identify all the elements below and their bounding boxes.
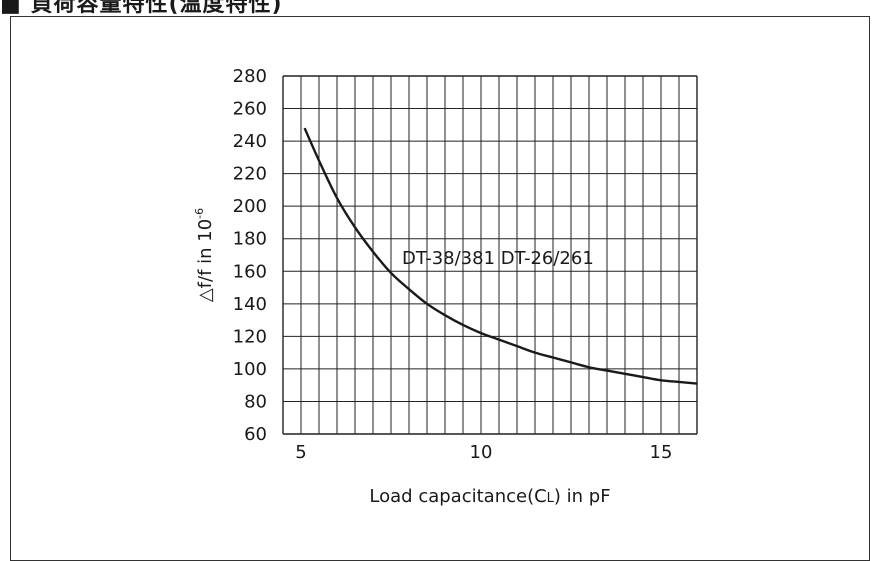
y-axis-title-main: △f/f in 10: [195, 219, 216, 302]
y-tick-label: 280: [233, 66, 267, 87]
y-tick-label: 220: [233, 164, 267, 185]
x-tick-label: 10: [470, 442, 493, 463]
page-heading: ■ 負荷容量特性(温度特性): [0, 0, 283, 17]
series-label: DT-38/381 DT-26/261: [402, 248, 594, 269]
y-tick-label: 100: [233, 359, 267, 380]
x-tick-label: 5: [295, 442, 306, 463]
y-tick-label: 200: [233, 196, 267, 217]
tick-labels: 60 80 100 120 140 160 180 200 220 240 260 280 5 10 15: [233, 66, 673, 463]
x-tick-label: 15: [650, 442, 673, 463]
x-axis-title: Load capacitance(CL) in pF: [369, 486, 610, 507]
y-tick-label: 160: [233, 261, 267, 282]
y-tick-label: 180: [233, 229, 267, 250]
x-axis-title-sub: L: [547, 491, 555, 506]
y-tick-label: 60: [244, 424, 267, 445]
y-axis-title: △f/f in 10-6: [193, 208, 216, 302]
x-axis-title-main: Load capacitance(C: [369, 486, 546, 507]
y-tick-label: 140: [233, 294, 267, 315]
y-tick-label: 240: [233, 131, 267, 152]
x-axis-title-tail: ) in pF: [554, 486, 611, 507]
y-tick-label: 80: [244, 391, 267, 412]
y-tick-label: 260: [233, 99, 267, 120]
y-tick-label: 120: [233, 326, 267, 347]
series-line: [303, 127, 698, 385]
y-axis-title-sup: -6: [193, 208, 206, 219]
